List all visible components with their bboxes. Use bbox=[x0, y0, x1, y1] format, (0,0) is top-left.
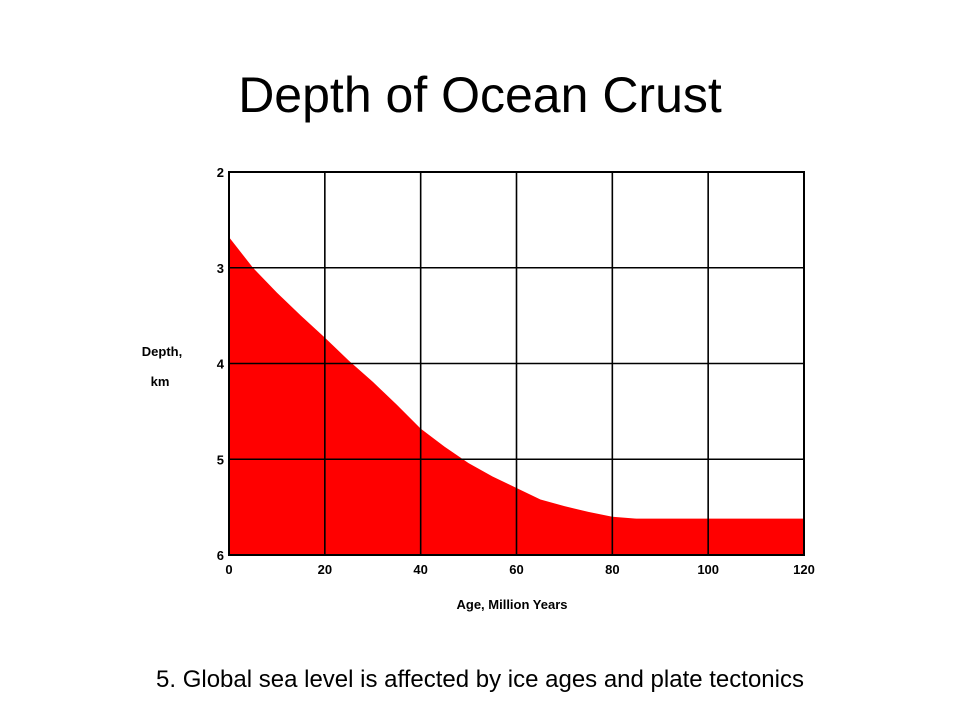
x-tick-label: 0 bbox=[225, 562, 232, 577]
x-tick-label: 80 bbox=[605, 562, 619, 577]
slide-caption: 5. Global sea level is affected by ice a… bbox=[156, 666, 804, 693]
x-tick-label: 20 bbox=[318, 562, 332, 577]
slide-title: Depth of Ocean Crust bbox=[238, 67, 722, 123]
x-tick-label: 60 bbox=[509, 562, 523, 577]
x-tick-label: 100 bbox=[697, 562, 719, 577]
y-tick-label: 4 bbox=[217, 357, 225, 372]
y-axis-label-line-1: Depth, bbox=[142, 344, 182, 359]
y-tick-label: 6 bbox=[217, 548, 224, 563]
depth-area bbox=[229, 237, 804, 556]
x-axis-label: Age, Million Years bbox=[456, 597, 567, 612]
plot-frame bbox=[228, 171, 805, 556]
y-axis-label-line-2: km bbox=[151, 374, 170, 389]
x-tick-label: 40 bbox=[413, 562, 427, 577]
y-tick-label: 5 bbox=[217, 452, 224, 467]
y-tick-label: 3 bbox=[217, 261, 224, 276]
x-tick-label: 120 bbox=[793, 562, 815, 577]
y-tick-label: 2 bbox=[217, 165, 224, 180]
